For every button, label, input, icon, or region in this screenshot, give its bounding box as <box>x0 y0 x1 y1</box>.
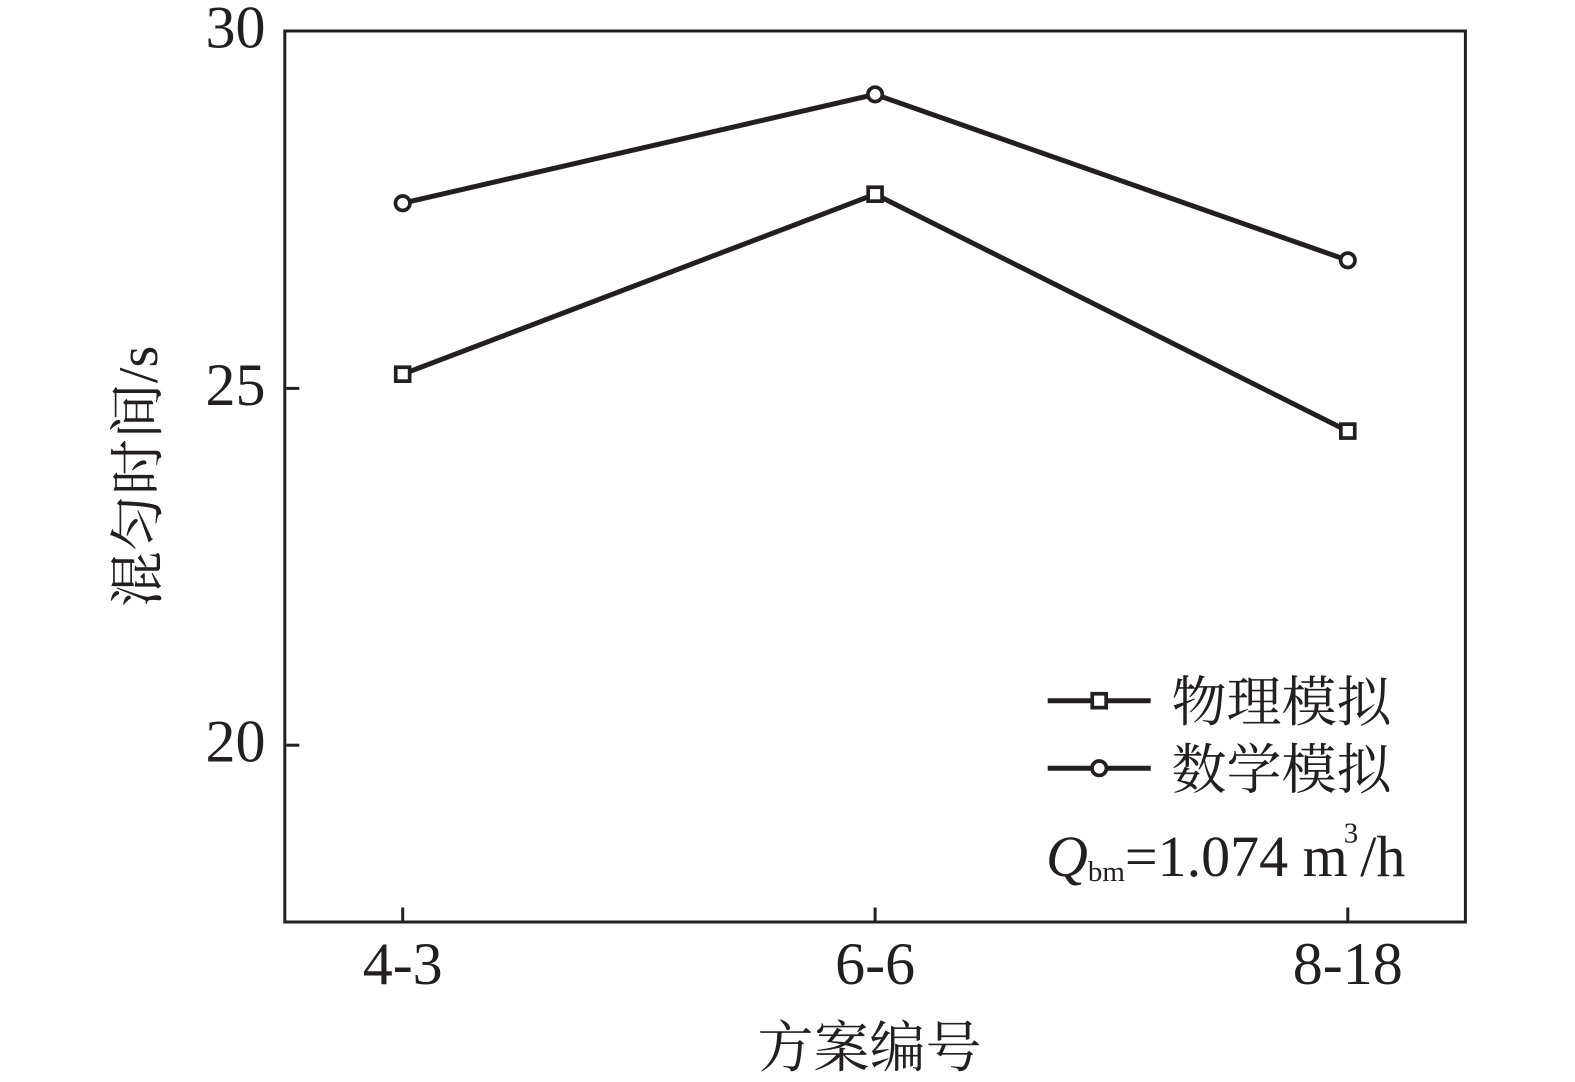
svg-text:30: 30 <box>206 0 266 61</box>
svg-text:25: 25 <box>206 352 266 418</box>
svg-text:/s: /s <box>108 346 170 383</box>
svg-text:4-3: 4-3 <box>363 931 443 997</box>
svg-text:3: 3 <box>1344 818 1359 850</box>
svg-text:/h: /h <box>1360 824 1405 889</box>
svg-text:20: 20 <box>206 709 266 775</box>
svg-text:=1.074 m: =1.074 m <box>1125 824 1348 889</box>
svg-text:8-18: 8-18 <box>1293 931 1403 997</box>
svg-text:bm: bm <box>1088 856 1126 888</box>
svg-text:6-6: 6-6 <box>835 931 915 997</box>
svg-text:Q: Q <box>1046 824 1088 889</box>
